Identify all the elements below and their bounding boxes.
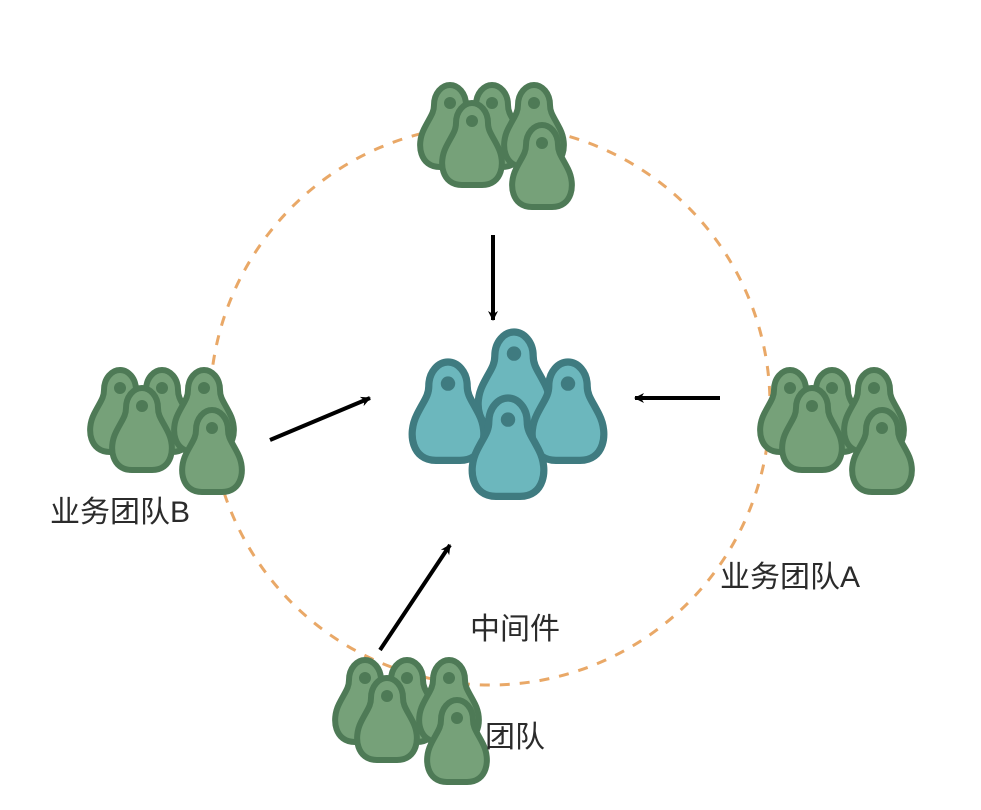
top-group: [420, 85, 572, 207]
arrow-left: [270, 398, 370, 440]
left-group: [90, 370, 242, 492]
arrow-bottom: [380, 545, 450, 650]
center-group: [412, 332, 604, 496]
right-group: [760, 370, 912, 492]
bottom-group: [335, 660, 487, 782]
center-label-line1: 中间件: [470, 612, 560, 648]
center-label: 中间件 团队: [470, 540, 560, 810]
center-label-line2: 团队: [470, 720, 560, 756]
diagram-stage: 中间件 团队 业务团队A 业务团队B: [0, 0, 981, 810]
teamB-label: 业务团队B: [50, 495, 190, 531]
teamA-label: 业务团队A: [720, 560, 860, 596]
